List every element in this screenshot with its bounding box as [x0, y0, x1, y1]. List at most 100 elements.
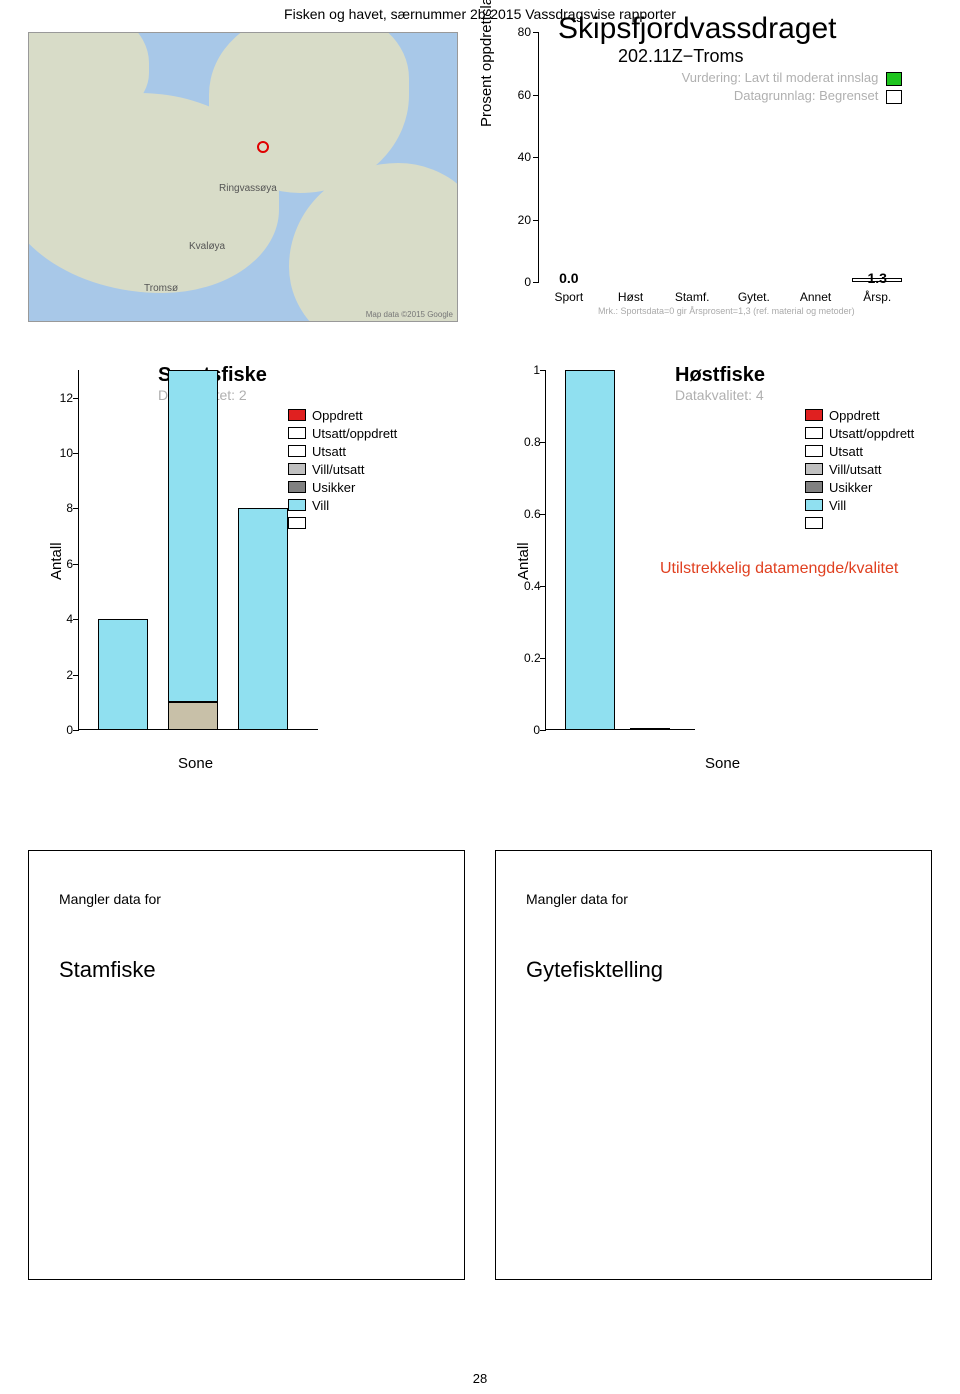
legend-row: [288, 514, 397, 532]
bar-ytick: [73, 398, 79, 399]
bar-yticklabel: 6: [57, 557, 73, 571]
bar-segment: [168, 370, 218, 702]
prosent-footnote: Mrk.: Sportsdata=0 gir Årsprosent=1,3 (r…: [598, 306, 855, 316]
bar-ytick: [73, 453, 79, 454]
bar-yticklabel: 10: [57, 446, 73, 460]
hostfiske-y-axis: 00.20.40.60.81: [545, 370, 546, 730]
legend-swatch: [805, 445, 823, 457]
legend-row: Utsatt: [288, 442, 397, 460]
hostfiske-title: Høstfiske: [675, 364, 765, 387]
legend-label: Usikker: [312, 480, 355, 495]
sportsfiske-xlabel: Sone: [178, 755, 213, 772]
prosent-yticklabel: 60: [511, 88, 531, 102]
prosent-category-label: Høst: [600, 290, 662, 304]
bar-yticklabel: 0.2: [524, 651, 540, 665]
prosent-y-axis: 020406080: [538, 32, 539, 282]
hostfiske-legend: Oppdrett Utsatt/oppdrett Utsatt Vill/utsatt…: [805, 406, 914, 532]
gytefisktelling-title: Gytefisktelling: [526, 957, 901, 983]
prosent-yticklabel: 0: [511, 275, 531, 289]
bar-yticklabel: 2: [57, 668, 73, 682]
bar-ytick: [73, 619, 79, 620]
prosent-value-row: 0.0 1.3: [538, 270, 908, 286]
bar-ytick: [540, 730, 546, 731]
legend-swatch: [805, 427, 823, 439]
bar-ytick: [540, 370, 546, 371]
sportsfiske-plot: Sportsfiske Datakvalitet: 2 Antall 02468…: [78, 370, 458, 750]
legend-row: Vill: [288, 496, 397, 514]
bar-segment: [565, 370, 615, 730]
legend-swatch: [288, 499, 306, 511]
map-attribution: Map data ©2015 Google: [366, 310, 453, 319]
legend-swatch: [288, 463, 306, 475]
legend-swatch: [805, 499, 823, 511]
prosent-category-label: Stamf.: [661, 290, 723, 304]
legend-row: Usikker: [805, 478, 914, 496]
prosent-value-label: [785, 270, 847, 286]
legend-row: Oppdrett: [805, 406, 914, 424]
sportsfiske-legend: Oppdrett Utsatt/oppdrettUtsatt Vill/utsatt…: [288, 406, 397, 532]
prosent-ylabel: Prosent oppdrettslaks: [478, 0, 495, 127]
prosent-category-label: Annet: [785, 290, 847, 304]
stacked-bar: [238, 508, 288, 730]
bottom-row: Mangler data for Stamfiske Mangler data …: [28, 850, 932, 1280]
sportsfiske-panel: Sportsfiske Datakvalitet: 2 Antall 02468…: [28, 360, 465, 810]
prosent-value-label: 0.0: [538, 270, 600, 286]
prosent-value-label: 1.3: [846, 270, 908, 286]
page-number: 28: [0, 1371, 960, 1386]
bar-yticklabel: 0.6: [524, 507, 540, 521]
hostfiske-ylabel: Antall: [515, 542, 532, 580]
top-row: Ringvassøya Kvaløya Tromsø Map data ©201…: [28, 22, 932, 362]
prosent-ytick: [533, 157, 539, 158]
legend-swatch: [805, 481, 823, 493]
bar-yticklabel: 0: [524, 723, 540, 737]
map-location-marker: [257, 141, 269, 153]
legend-row: Vill: [805, 496, 914, 514]
hostfiske-sliver: [630, 728, 670, 730]
legend-row: Utsatt/oppdrett: [288, 424, 397, 442]
legend-row: Vill/utsatt: [288, 460, 397, 478]
prosent-category-label: Sport: [538, 290, 600, 304]
bar-segment: [238, 508, 288, 730]
bar-yticklabel: 0.8: [524, 435, 540, 449]
legend-swatch: [288, 481, 306, 493]
prosent-value-label: [600, 270, 662, 286]
gytefisktelling-missing-label: Mangler data for: [526, 891, 901, 907]
map-panel: Ringvassøya Kvaløya Tromsø Map data ©201…: [28, 32, 458, 322]
legend-row: [805, 514, 914, 532]
legend-row: Utsatt/oppdrett: [805, 424, 914, 442]
legend-label: Utsatt: [829, 444, 863, 459]
gytefisktelling-box: Mangler data for Gytefisktelling: [495, 850, 932, 1280]
bar-yticklabel: 4: [57, 612, 73, 626]
mid-row: Sportsfiske Datakvalitet: 2 Antall 02468…: [28, 360, 932, 810]
legend-label: Vill/utsatt: [312, 462, 365, 477]
prosent-category-label: Årsp.: [846, 290, 908, 304]
bar-yticklabel: 0: [57, 723, 73, 737]
legend-row: Utsatt: [805, 442, 914, 460]
bar-ytick: [73, 508, 79, 509]
bar-ytick: [73, 564, 79, 565]
hostfiske-plot: Høstfiske Datakvalitet: 4 Antall 00.20.4…: [545, 370, 925, 750]
bar-yticklabel: 0.4: [524, 579, 540, 593]
legend-swatch: [288, 517, 306, 529]
legend-swatch: [805, 409, 823, 421]
legend-label: Utsatt/oppdrett: [829, 426, 914, 441]
legend-label: Utsatt/oppdrett: [312, 426, 397, 441]
legend-swatch: [805, 517, 823, 529]
map-label-ringvassoya: Ringvassøya: [219, 183, 277, 194]
bar-yticklabel: 8: [57, 501, 73, 515]
prosent-yticklabel: 20: [511, 213, 531, 227]
legend-label: Usikker: [829, 480, 872, 495]
legend-label: Oppdrett: [829, 408, 880, 423]
prosent-ytick: [533, 32, 539, 33]
legend-swatch: [805, 463, 823, 475]
stacked-bar: [168, 370, 218, 730]
bar-ytick: [73, 730, 79, 731]
stamfiske-title: Stamfiske: [59, 957, 434, 983]
legend-label: Vill/utsatt: [829, 462, 882, 477]
map-label-tromso: Tromsø: [144, 283, 178, 294]
hostfiske-xlabel: Sone: [705, 755, 740, 772]
title-and-prosent-panel: Skipsfjordvassdraget 202.11Z−Troms Vurde…: [458, 22, 932, 362]
legend-row: Oppdrett: [288, 406, 397, 424]
legend-swatch: [288, 427, 306, 439]
hostfiske-warning: Utilstrekkelig datamengde/kvalitet: [660, 560, 898, 578]
